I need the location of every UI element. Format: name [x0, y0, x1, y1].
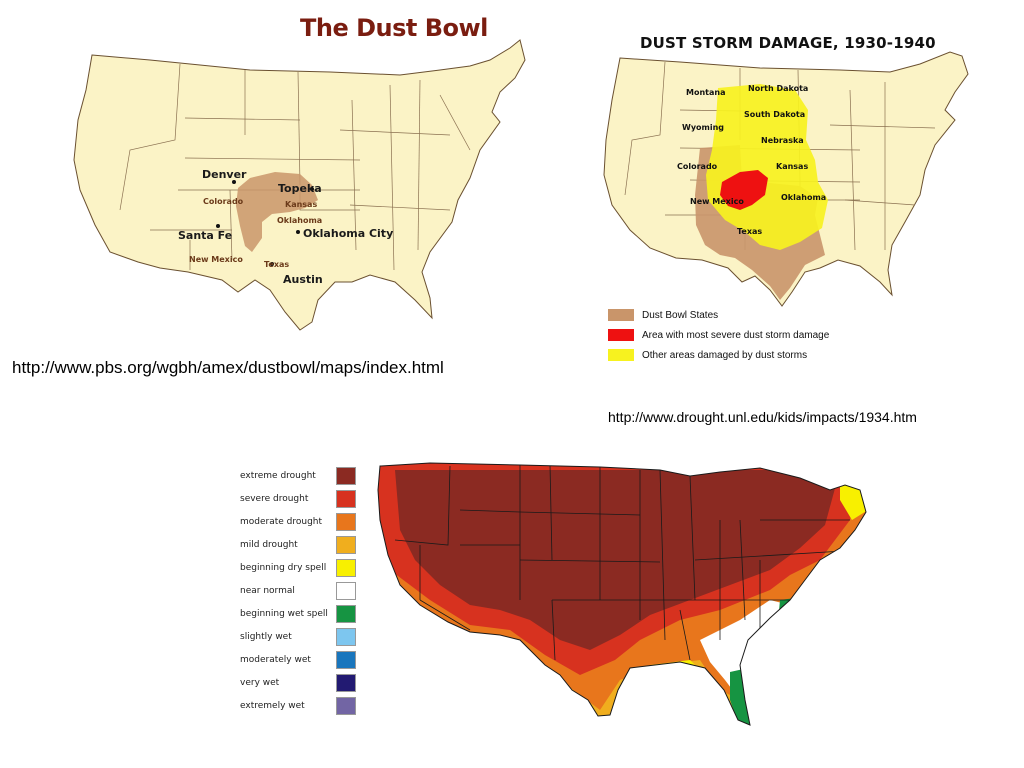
state-label-montana: Montana: [686, 88, 726, 97]
legend-swatch: [336, 581, 356, 600]
state-label-kansas: Kansas: [285, 200, 318, 209]
legend-item: moderate drought: [240, 510, 356, 533]
legend-item: Dust Bowl States: [608, 305, 829, 325]
state-label-wyoming: Wyoming: [682, 123, 725, 132]
legend-item: very wet: [240, 671, 356, 694]
legend-label: mild drought: [240, 539, 298, 550]
city-label-denver: Denver: [202, 168, 247, 181]
legend-swatch: [336, 512, 356, 531]
legend-swatch: [336, 558, 356, 577]
legend-label: beginning wet spell: [240, 608, 328, 619]
legend-item: beginning dry spell: [240, 556, 356, 579]
state-borders-map-3: [394, 464, 861, 661]
legend-label: slightly wet: [240, 631, 292, 642]
state-label-colorado-2: Colorado: [677, 162, 718, 171]
state-borders-map-1: [119, 63, 471, 271]
legend-item: extreme drought: [240, 464, 356, 487]
state-label-colorado: Colorado: [203, 197, 244, 206]
legend-item: beginning wet spell: [240, 602, 356, 625]
legend-label: Dust Bowl States: [642, 309, 719, 321]
drought-zones: [378, 463, 866, 725]
legend-label: near normal: [240, 585, 295, 596]
state-label-oklahoma: Oklahoma: [277, 216, 323, 225]
legend-item: Other areas damaged by dust storms: [608, 345, 829, 365]
legend-swatch: [336, 489, 356, 508]
city-label-oklahoma-city: Oklahoma City: [303, 227, 394, 240]
legend-swatch-dust-bowl: [608, 309, 634, 321]
state-label-nebraska: Nebraska: [761, 136, 804, 145]
legend-label: beginning dry spell: [240, 562, 327, 573]
legend-swatch-severe: [608, 329, 634, 341]
other-damaged-region: [706, 84, 828, 250]
legend-label: moderately wet: [240, 654, 311, 665]
legend-label: very wet: [240, 677, 280, 688]
legend-item: moderately wet: [240, 648, 356, 671]
city-label-topeka: Topeka: [278, 182, 322, 195]
legend-swatch: [336, 535, 356, 554]
legend-swatch: [336, 696, 356, 715]
legend-item: mild drought: [240, 533, 356, 556]
legend-item: severe drought: [240, 487, 356, 510]
legend-swatch: [336, 627, 356, 646]
legend-swatch: [336, 650, 356, 669]
legend-item: near normal: [240, 579, 356, 602]
legend-label: moderate drought: [240, 516, 323, 527]
legend-swatch-other: [608, 349, 634, 361]
us-outline-map-3: [377, 462, 867, 726]
state-label-kansas-2: Kansas: [776, 162, 809, 171]
state-label-oklahoma-2: Oklahoma: [781, 193, 827, 202]
state-label-south-dakota: South Dakota: [744, 110, 806, 119]
legend-label: severe drought: [240, 493, 309, 504]
legend-item: slightly wet: [240, 625, 356, 648]
source-url-drought[interactable]: http://www.drought.unl.edu/kids/impacts/…: [608, 409, 917, 425]
state-label-texas: Texas: [264, 260, 290, 269]
dust-bowl-map-title: The Dust Bowl: [300, 14, 488, 42]
legend-swatch: [336, 673, 356, 692]
dust-storm-legend: Dust Bowl States Area with most severe d…: [608, 305, 829, 365]
legend-item: Area with most severe dust storm damage: [608, 325, 829, 345]
legend-label: Area with most severe dust storm damage: [642, 329, 830, 341]
state-label-texas-2: Texas: [737, 227, 763, 236]
state-label-north-dakota: North Dakota: [748, 84, 809, 93]
drought-legend: extreme drought severe drought moderate dr…: [240, 464, 356, 717]
state-label-new-mexico-2: New Mexico: [690, 197, 744, 206]
legend-label: Other areas damaged by dust storms: [642, 349, 808, 361]
source-url-pbs[interactable]: http://www.pbs.org/wgbh/amex/dustbowl/ma…: [12, 358, 444, 377]
legend-item: extremely wet: [240, 694, 356, 717]
legend-swatch: [336, 466, 356, 485]
dust-storm-map-title: DUST STORM DAMAGE, 1930-1940: [640, 34, 936, 52]
legend-swatch: [336, 604, 356, 623]
city-label-austin: Austin: [283, 273, 323, 286]
state-label-new-mexico: New Mexico: [189, 255, 243, 264]
legend-label: extremely wet: [240, 700, 305, 711]
city-label-santa-fe: Santa Fe: [178, 229, 233, 242]
legend-label: extreme drought: [240, 470, 316, 481]
